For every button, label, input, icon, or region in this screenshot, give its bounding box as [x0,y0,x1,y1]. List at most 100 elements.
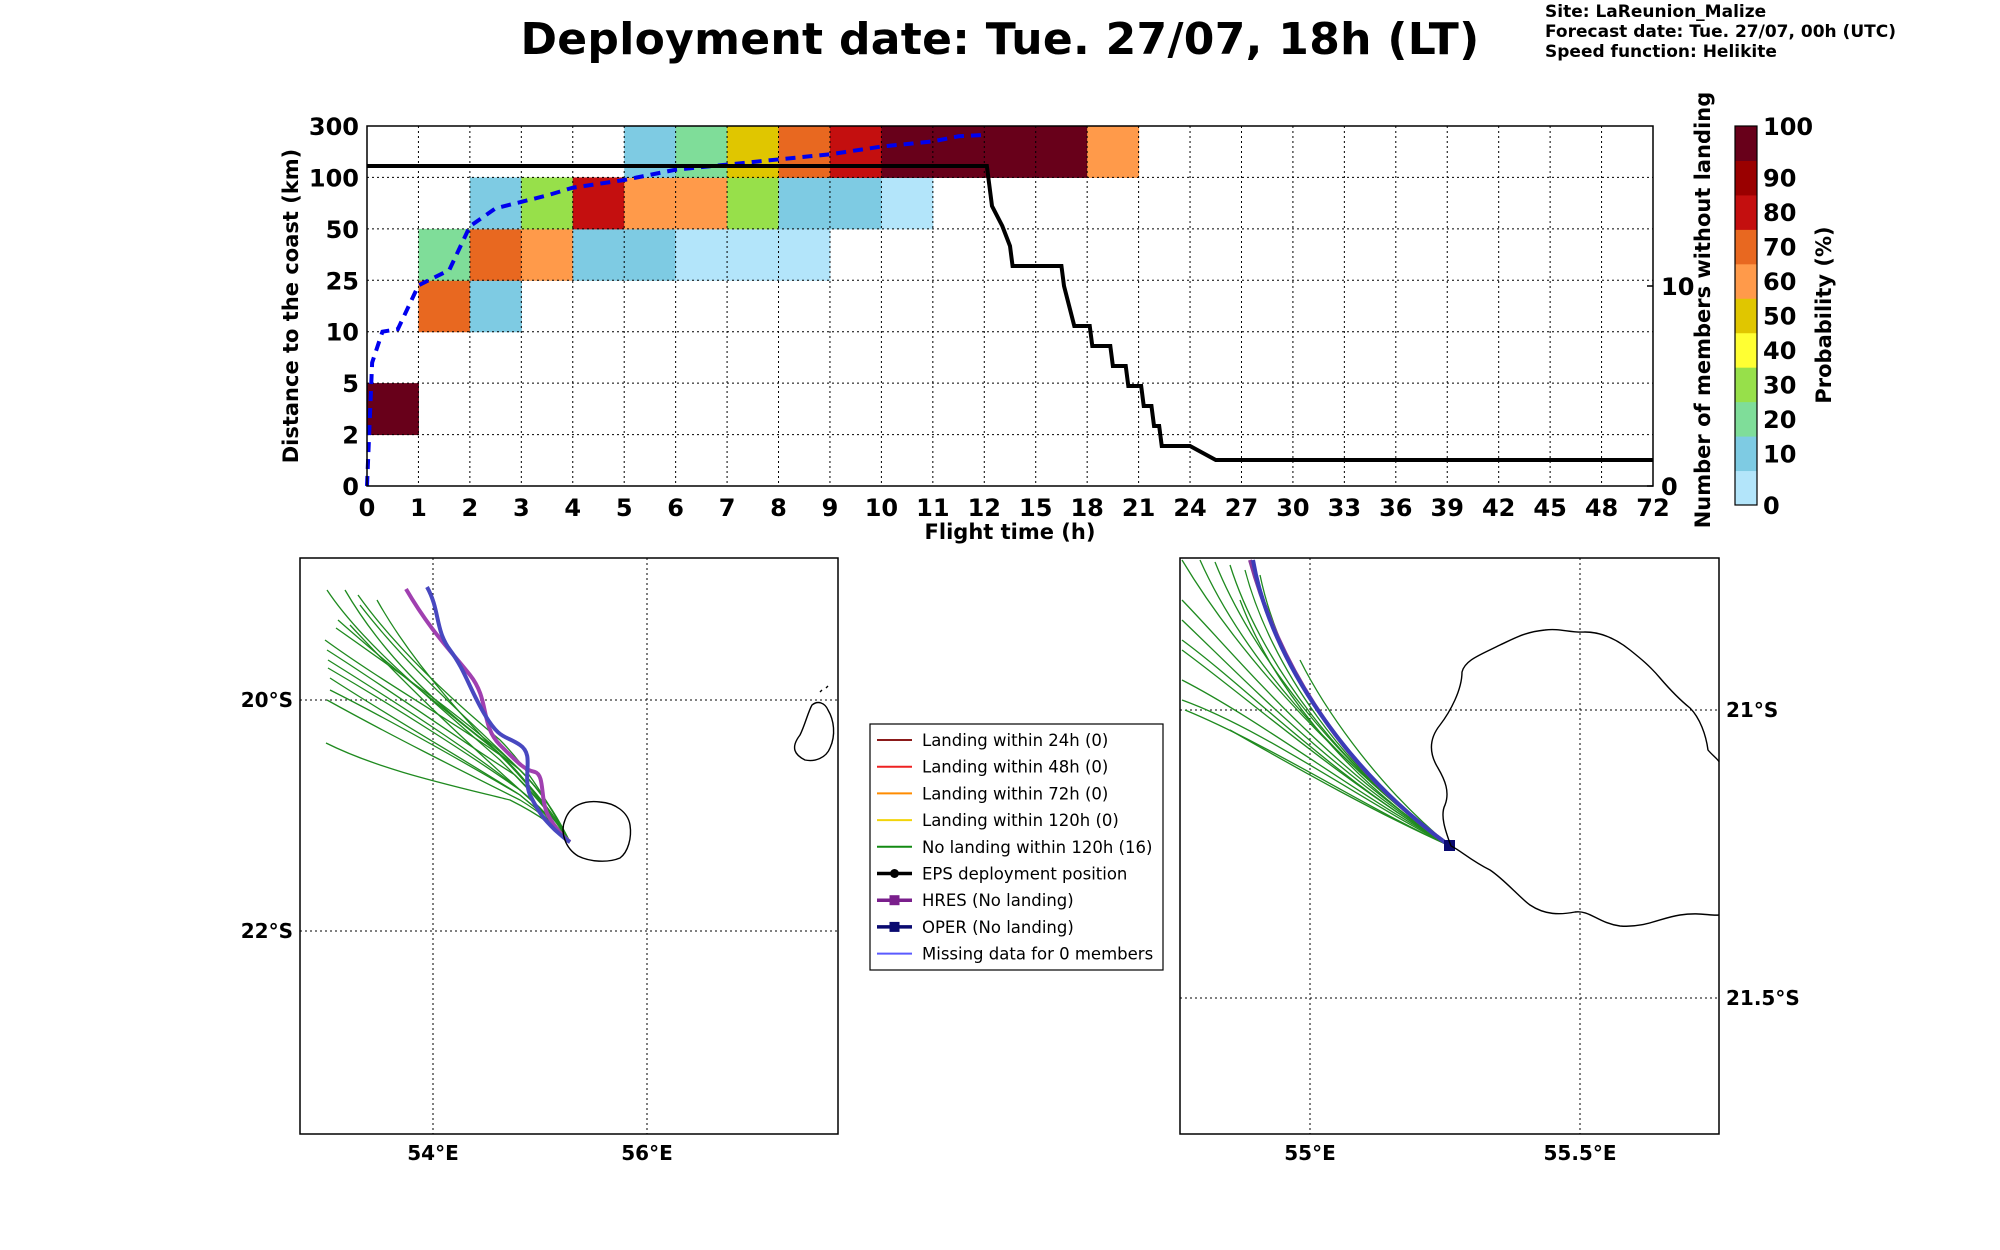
y-tick-label: 5 [342,370,359,398]
right-map-gridlines [1180,558,1719,1134]
x-tick-label: 3 [513,494,530,522]
heatmap-cell [521,177,574,230]
legend-item: Landing within 24h (0) [877,731,1108,750]
colorbar-segment [1735,229,1757,265]
x-tick-label: 42 [1482,494,1515,522]
y-tick-label: 300 [309,113,359,141]
legend-label: Landing within 24h (0) [922,731,1108,750]
colorbar-tick-label: 100 [1763,113,1813,141]
legend-label: Landing within 72h (0) [922,784,1108,803]
legend-item: Landing within 72h (0) [877,784,1108,803]
legend-marker [889,895,900,906]
heatmap-grid [367,126,1653,486]
x-tick-label: 30 [1276,494,1309,522]
heatmap-frame [366,125,1654,487]
right-map-y-tick: 21°S [1726,698,1778,722]
x-tick-label: 48 [1585,494,1618,522]
colorbar-segment [1735,160,1757,196]
members-without-landing-line [367,164,1653,462]
y2-tick-labels: 0 10 [1647,273,1694,501]
legend-label: Landing within 48h (0) [922,758,1108,777]
x-tick-labels: 0 1 2 3 4 5 6 7 8 9 10 11 12 15 18 21 24 27 30 33 36 39 42 45 48… [359,494,1670,522]
heatmap-cell [881,177,934,230]
heatmap-cell [1035,126,1088,178]
x-tick-label: 9 [822,494,839,522]
x-tick-label: 8 [770,494,787,522]
mauritius-coastline [793,685,835,762]
heatmap-cell [521,228,574,281]
colorbar-tick-label: 60 [1763,268,1796,296]
heatmap-cell [572,228,625,281]
colorbar-segment [1735,126,1757,161]
x-tick-label: 24 [1173,494,1206,522]
right-map-x-tick: 55.5°E [1543,1141,1616,1165]
colorbar-tick-label: 50 [1763,303,1796,331]
legend-label: OPER (No landing) [922,918,1074,937]
colorbar-segment [1735,194,1757,230]
y2-tick-label: 10 [1661,273,1694,301]
colorbar-tick-label: 20 [1763,406,1796,434]
colorbar-tick-label: 40 [1763,337,1796,365]
legend-label: HRES (No landing) [922,891,1074,910]
left-map-frame [299,557,839,1135]
heatmap-cell [778,126,831,178]
colorbar-tick-label: 80 [1763,199,1796,227]
heatmap-cell [675,177,728,230]
heatmap-cell [624,228,677,281]
left-map-x-tick: 56°E [621,1141,673,1165]
x-tick-label: 5 [616,494,633,522]
deployment-position-marker [1444,840,1455,851]
x-tick-label: 36 [1379,494,1412,522]
colorbar-tick-label: 30 [1763,371,1796,399]
y-axis-label: Distance to the coast (km) [279,149,303,464]
chart-title: Deployment date: Tue. 27/07, 18h (LT) [520,14,1480,65]
x-tick-label: 27 [1225,494,1258,522]
colorbar-segment [1735,263,1757,299]
probability-heatmap [367,126,1140,436]
colorbar-tick-labels: 0 10 20 30 40 50 60 70 80 90 100 [1763,113,1813,520]
x-tick-label: 11 [916,494,949,522]
heatmap-cell [881,126,934,178]
x-axis-label: Flight time (h) [925,520,1096,544]
heatmap-cell [727,177,780,230]
x-tick-label: 21 [1122,494,1155,522]
x-tick-label: 15 [1019,494,1052,522]
legend-item: HRES (No landing) [877,891,1074,910]
heatmap-cell [624,177,677,230]
heatmap-cell [727,228,780,281]
heatmap-cell [418,280,471,333]
left-map-y-tick: 22°S [241,919,293,943]
left-map: 54°E 56°E 20°S 22°S [241,557,839,1165]
colorbar-label: Probability (%) [1812,226,1836,403]
median-distance-line [365,133,985,487]
site-label: Site: LaReunion_Malize [1545,2,1767,22]
heatmap-cell [675,228,728,281]
speed-function-label: Speed function: Helikite [1545,42,1777,62]
legend-item: Landing within 120h (0) [877,811,1119,830]
x-tick-label: 1 [410,494,427,522]
x-tick-label: 39 [1431,494,1464,522]
x-tick-label: 33 [1328,494,1361,522]
y-tick-label: 2 [342,422,359,450]
x-tick-label: 10 [865,494,898,522]
colorbar-tick-label: 0 [1763,492,1780,520]
legend-item: OPER (No landing) [877,918,1074,937]
left-map-x-ticks: 54°E 56°E [407,1141,673,1165]
heatmap-cell [469,280,522,333]
legend-item: Landing within 48h (0) [877,758,1108,777]
left-map-x-tick: 54°E [407,1141,459,1165]
colorbar-tick-label: 10 [1763,440,1796,468]
heatmap-cell [984,126,1037,178]
y-tick-label: 25 [326,267,359,295]
heatmap-cell [675,126,728,178]
right-map-x-tick: 55°E [1284,1141,1336,1165]
legend-marker [889,921,900,932]
heatmap-cell [469,228,522,281]
x-tick-label: 18 [1070,494,1103,522]
right-map-y-tick: 21.5°S [1726,986,1800,1010]
colorbar-segment [1735,298,1757,334]
y2-axis-label: Number of members without landing [1691,92,1715,529]
x-tick-label: 45 [1533,494,1566,522]
